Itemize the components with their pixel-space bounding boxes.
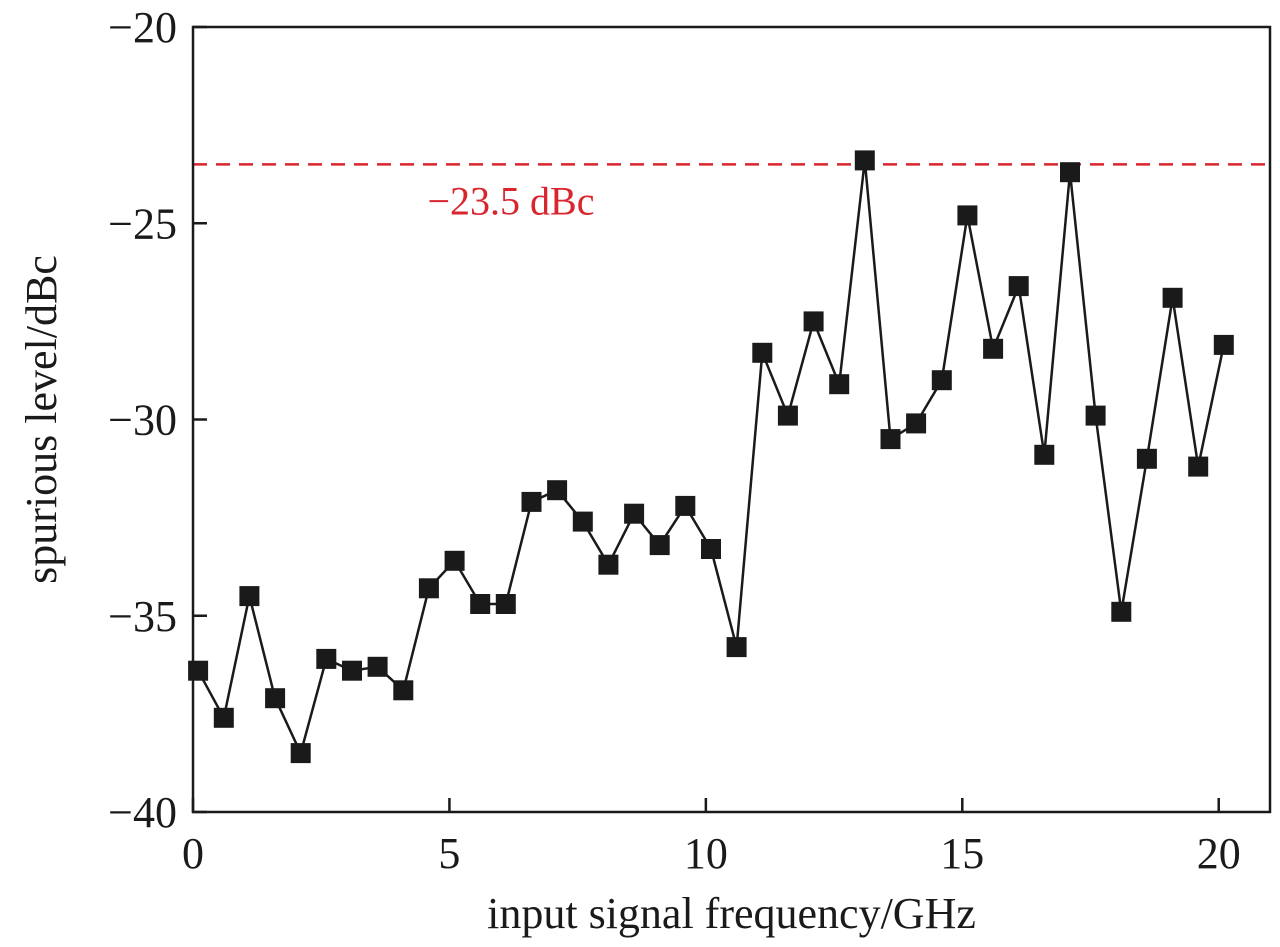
data-point — [444, 550, 465, 571]
data-point — [675, 495, 696, 516]
data-point — [1136, 448, 1157, 469]
data-point — [1034, 444, 1055, 465]
data-point — [931, 370, 952, 391]
data-point — [829, 374, 850, 395]
data-point — [1188, 456, 1209, 477]
x-axis-label: input signal frequency/GHz — [487, 889, 976, 938]
data-point — [547, 480, 568, 501]
x-tick-label: 15 — [940, 829, 984, 878]
data-point — [470, 594, 491, 614]
data-point — [598, 554, 619, 575]
data-point — [777, 405, 798, 426]
data-point — [367, 656, 388, 677]
data-point — [521, 491, 542, 512]
data-point — [572, 511, 593, 532]
data-point — [983, 338, 1004, 359]
data-point — [1213, 334, 1234, 355]
data-point — [880, 429, 901, 450]
y-tick-label: −40 — [108, 788, 177, 837]
data-point — [803, 311, 824, 332]
plot-frame — [191, 25, 1272, 814]
data-point — [906, 413, 927, 434]
x-tick-label: 5 — [438, 829, 460, 878]
data-point — [854, 150, 875, 171]
data-point — [957, 205, 978, 226]
data-point — [752, 342, 773, 363]
data-point — [393, 680, 414, 701]
data-point — [624, 503, 645, 524]
y-axis-label: spurious level/dBc — [17, 255, 66, 584]
data-point — [1060, 162, 1080, 183]
x-tick-label: 20 — [1197, 829, 1241, 878]
y-tick-label: −20 — [108, 3, 177, 52]
data-point — [495, 594, 516, 614]
data-point — [1008, 276, 1029, 297]
reference-line-label: −23.5 dBc — [427, 178, 594, 223]
markers-layer — [188, 150, 1234, 764]
data-point — [1162, 287, 1183, 308]
reference-line-group: −23.5 dBc — [193, 163, 1270, 223]
data-point — [418, 578, 439, 599]
y-tick-label: −30 — [108, 396, 177, 445]
x-tick-label: 0 — [182, 829, 204, 878]
data-point — [265, 688, 286, 709]
x-tick-label: 10 — [684, 829, 728, 878]
ticks-layer: 0 5 10 15 20 −40 −35 −30 −25 −20 — [108, 3, 1241, 878]
data-point — [649, 535, 670, 556]
data-point — [213, 707, 234, 728]
data-point — [1111, 601, 1132, 622]
data-point — [188, 660, 209, 681]
data-point — [239, 586, 260, 607]
y-tick-label: −35 — [108, 592, 177, 641]
data-point — [1085, 405, 1106, 426]
data-point — [342, 660, 362, 681]
data-point — [290, 743, 311, 764]
data-point — [316, 648, 337, 669]
data-point — [701, 539, 721, 559]
y-tick-label: −25 — [108, 199, 177, 248]
data-point — [726, 637, 747, 658]
